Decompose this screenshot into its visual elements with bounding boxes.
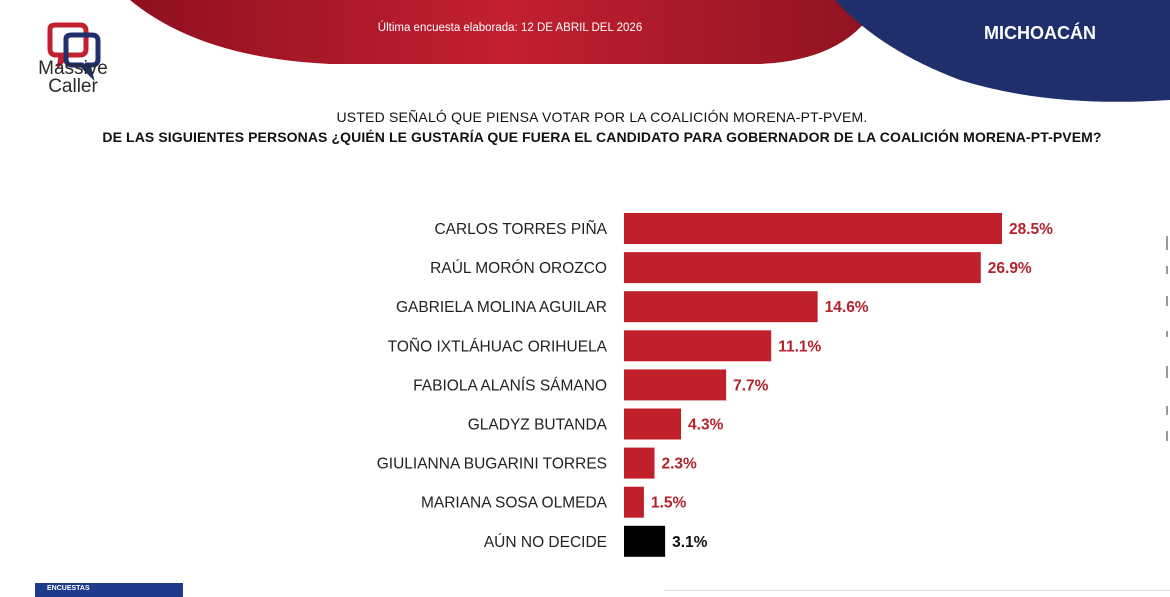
- category-label-5: FABIOLA ALANÍS SÁMANO: [413, 377, 607, 394]
- bar-8: [624, 486, 644, 518]
- header-navy-band: [835, 0, 1170, 102]
- side-watermark: [1166, 236, 1168, 441]
- question-line-1: USTED SEÑALÓ QUE PIENSA VOTAR POR LA COA…: [336, 109, 868, 125]
- bar-9: [624, 525, 666, 557]
- massive-caller-logo: [47, 22, 101, 82]
- value-label-1: 28.5%: [1009, 221, 1053, 238]
- footer-badge-label: ENCUESTAS: [47, 585, 90, 592]
- bar-4: [624, 330, 772, 362]
- bar-1: [624, 213, 1002, 244]
- value-label-9: 3.1%: [672, 534, 708, 551]
- category-label-3: GABRIELA MOLINA AGUILAR: [396, 299, 607, 316]
- brand-line-2: Caller: [48, 76, 98, 97]
- value-label-2: 26.9%: [988, 260, 1032, 277]
- value-label-5: 7.7%: [733, 377, 769, 394]
- value-label-7: 2.3%: [662, 456, 698, 473]
- footer-divider: [664, 590, 1170, 591]
- value-label-3: 14.6%: [825, 299, 869, 316]
- category-label-9: AÚN NO DECIDE: [484, 534, 607, 551]
- category-label-6: GLADYZ BUTANDA: [468, 417, 608, 434]
- bar-5: [624, 369, 727, 401]
- region-title: MICHOACÁN: [984, 23, 1096, 43]
- value-label-6: 4.3%: [688, 417, 724, 434]
- value-label-8: 1.5%: [651, 495, 687, 512]
- footer-badge: ENCUESTAS: [35, 583, 183, 597]
- category-label-1: CARLOS TORRES PIÑA: [434, 221, 607, 238]
- category-label-8: MARIANA SOSA OLMEDA: [421, 495, 608, 512]
- bar-7: [624, 447, 655, 479]
- brand-line-1: Massive: [38, 58, 108, 79]
- question-line-2: DE LAS SIGUIENTES PERSONAS ¿QUIÉN LE GUS…: [102, 129, 1102, 145]
- brand-name: Massive Caller: [30, 58, 116, 97]
- category-label-2: RAÚL MORÓN OROZCO: [430, 260, 607, 277]
- last-survey-date: Última encuesta elaborada: 12 DE ABRIL D…: [377, 22, 643, 34]
- bar-6: [624, 408, 682, 440]
- header-red-band: [130, 0, 880, 64]
- bar-3: [624, 291, 818, 323]
- category-label-4: TOÑO IXTLÁHUAC ORIHUELA: [388, 338, 608, 355]
- category-label-7: GIULIANNA BUGARINI TORRES: [377, 456, 607, 473]
- value-label-4: 11.1%: [778, 338, 821, 355]
- bar-2: [624, 252, 981, 284]
